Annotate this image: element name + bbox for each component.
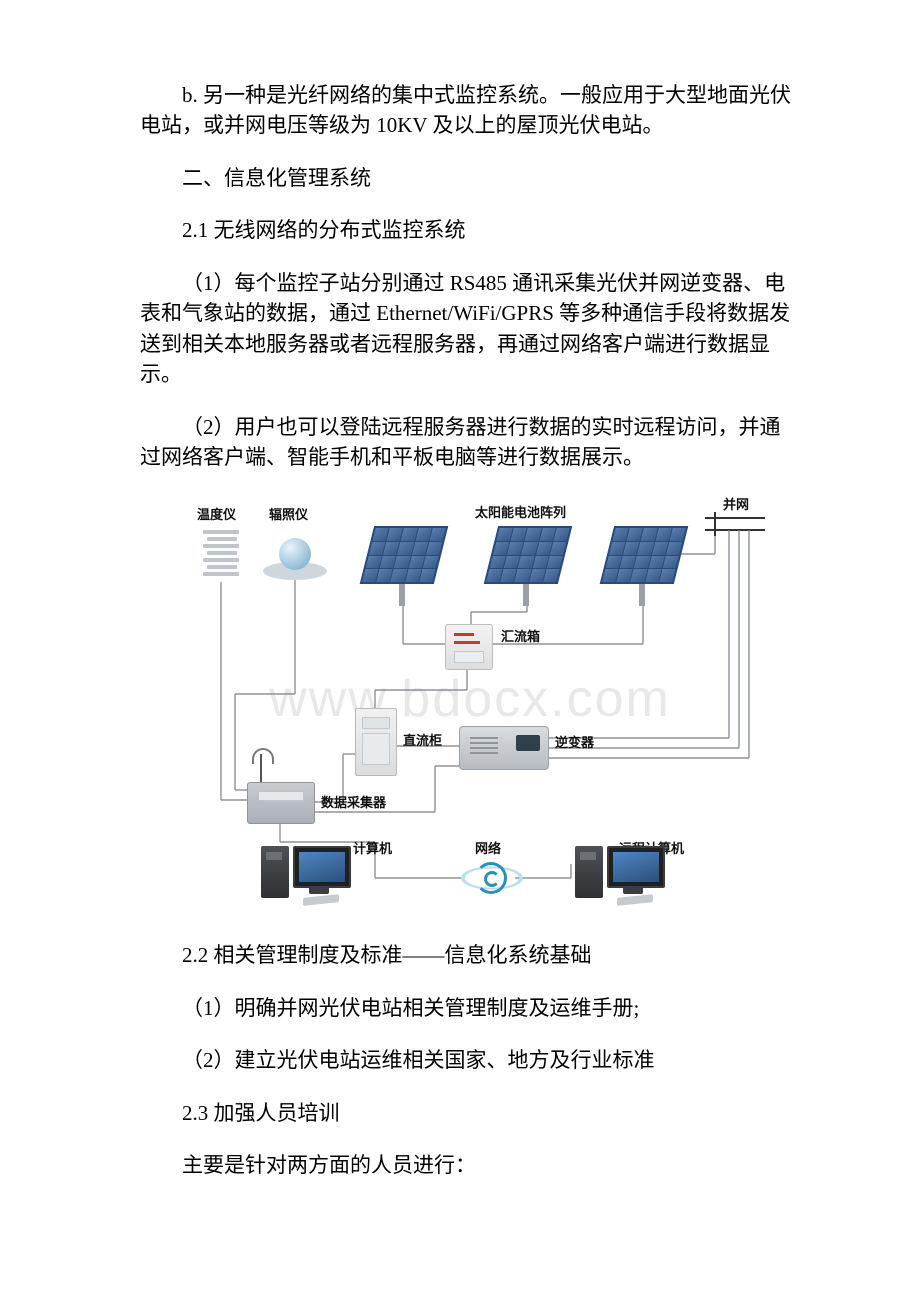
label-pc-local: 计算机 — [353, 840, 392, 859]
paragraph-b: b. 另一种是光纤网络的集中式监控系统。一般应用于大型地面光伏电站，或并网电压等… — [140, 80, 800, 141]
antenna-icon — [254, 748, 268, 782]
heading-2-3: 2.3 加强人员培训 — [140, 1098, 800, 1128]
pv-monitoring-diagram: www.bdocx.com — [175, 494, 765, 914]
paragraph-2-2-1: （1）明确并网光伏电站相关管理制度及运维手册; — [140, 993, 800, 1023]
panel-post-icon — [639, 584, 645, 606]
paragraph-2-1-1: （1）每个监控子站分别通过 RS485 通讯采集光伏并网逆变器、电表和气象站的数… — [140, 268, 800, 390]
label-array: 太阳能电池阵列 — [475, 504, 566, 523]
solar-panel-icon — [360, 526, 448, 584]
solar-panel-icon — [600, 526, 688, 584]
monitor-stand-icon — [623, 886, 643, 894]
label-temp: 温度仪 — [197, 506, 236, 525]
paragraph-2-3-1: 主要是针对两方面的人员进行： — [140, 1150, 800, 1180]
monitor-icon — [293, 846, 351, 888]
monitor-icon — [607, 846, 665, 888]
label-collector: 数据采集器 — [321, 794, 386, 813]
solar-panel-icon — [484, 526, 572, 584]
heading-2-2: 2.2 相关管理制度及标准——信息化系统基础 — [140, 940, 800, 970]
paragraph-2-2-2: （2）建立光伏电站运维相关国家、地方及行业标准 — [140, 1045, 800, 1075]
label-net: 网络 — [475, 840, 501, 859]
heading-2: 二、信息化管理系统 — [140, 163, 800, 193]
dc-cabinet-icon — [355, 708, 397, 776]
combiner-box-icon — [445, 624, 493, 670]
panel-post-icon — [399, 584, 405, 606]
monitor-stand-icon — [309, 886, 329, 894]
pc-tower-icon — [261, 846, 289, 898]
document-page: b. 另一种是光纤网络的集中式监控系统。一般应用于大型地面光伏电站，或并网电压等… — [0, 0, 920, 1263]
inverter-icon — [459, 726, 549, 770]
paragraph-2-1-2: （2）用户也可以登陆远程服务器进行数据的实时远程访问，并通过网络客户端、智能手机… — [140, 412, 800, 473]
temperature-sensor-icon — [203, 530, 243, 579]
diagram-container: www.bdocx.com — [140, 494, 800, 914]
label-irr: 辐照仪 — [269, 506, 308, 525]
label-dc: 直流柜 — [403, 732, 442, 751]
data-collector-icon — [247, 782, 315, 824]
panel-post-icon — [523, 584, 529, 606]
heading-2-1: 2.1 无线网络的分布式监控系统 — [140, 215, 800, 245]
label-grid: 并网 — [723, 496, 749, 515]
label-inverter: 逆变器 — [555, 734, 594, 753]
pc-tower-icon — [575, 846, 603, 898]
label-combiner: 汇流箱 — [501, 628, 540, 647]
